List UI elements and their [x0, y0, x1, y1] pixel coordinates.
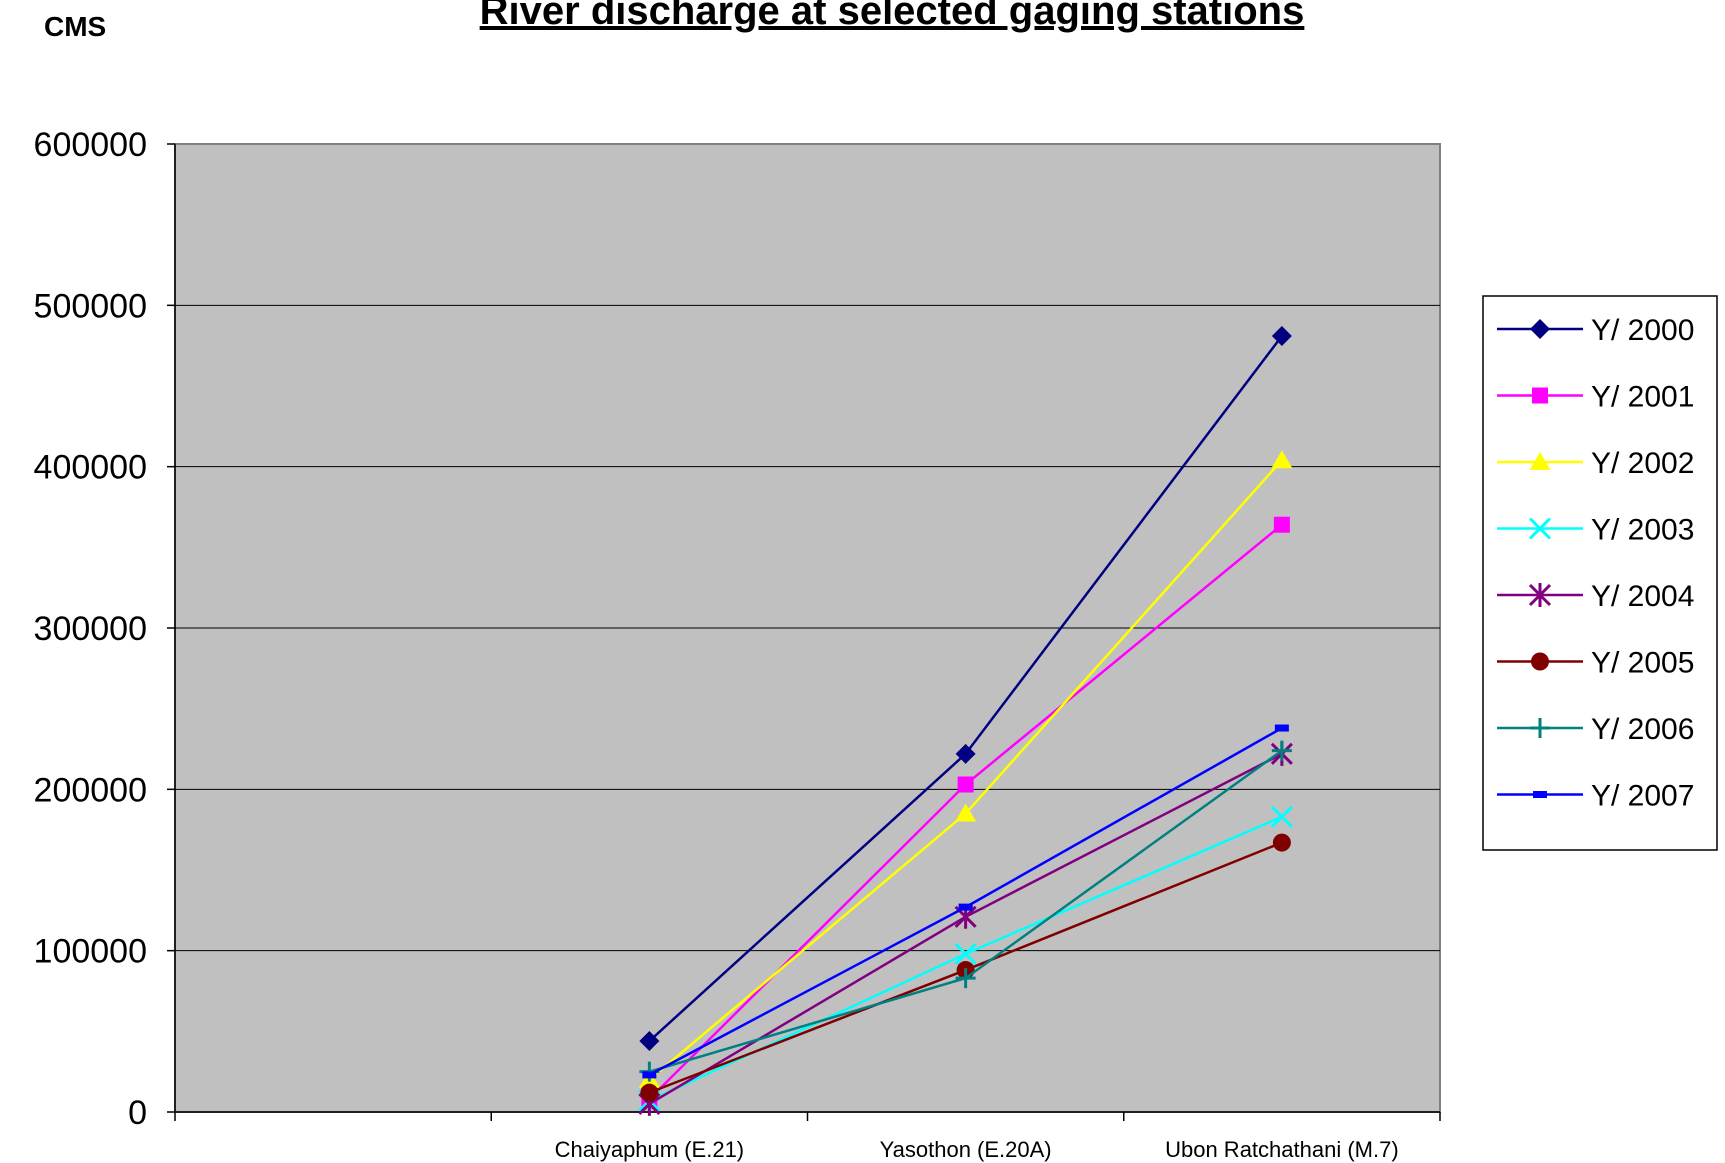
y-axis-ticks: 0 100000 200000 300000 400000 500000 600000: [34, 126, 175, 1132]
y-tick-label: 0: [128, 1094, 147, 1132]
legend-label: Y/ 2006: [1591, 713, 1694, 746]
x-tick-label: Ubon Ratchathani (M.7): [1165, 1137, 1399, 1162]
legend-label: Y/ 2007: [1591, 780, 1694, 813]
x-tick-label: Chaiyaphum (E.21): [555, 1137, 745, 1162]
chart-title: River discharge at selected gaging stati…: [480, 0, 1305, 33]
y-tick-label: 200000: [34, 771, 147, 809]
legend: Y/ 2000 Y/ 2001 Y/ 2002 Y/ 2003 Y/ 2004 Y/ 20…: [1483, 296, 1717, 850]
marker-circle: [1273, 834, 1291, 852]
y-tick-label: 100000: [34, 933, 147, 971]
legend-label: Y/ 2005: [1591, 647, 1694, 680]
legend-box: [1483, 296, 1717, 850]
marker-square: [1532, 388, 1548, 404]
y-tick-label: 300000: [34, 610, 147, 648]
x-tick-label: Yasothon (E.20A): [880, 1137, 1052, 1162]
marker-dash: [959, 904, 973, 911]
x-axis-ticks: Chaiyaphum (E.21) Yasothon (E.20A) Ubon Ra…: [175, 1112, 1440, 1162]
y-tick-label: 500000: [34, 287, 147, 325]
marker-square: [958, 776, 974, 792]
marker-dash: [1533, 791, 1547, 798]
legend-label: Y/ 2001: [1591, 381, 1694, 414]
legend-label: Y/ 2002: [1591, 447, 1694, 480]
marker-dash: [642, 1071, 656, 1078]
marker-circle: [1531, 653, 1549, 671]
y-tick-label: 400000: [34, 449, 147, 487]
marker-circle: [640, 1084, 658, 1102]
legend-label: Y/ 2003: [1591, 514, 1694, 547]
y-tick-label: 600000: [34, 126, 147, 164]
marker-dash: [1275, 725, 1289, 732]
legend-label: Y/ 2004: [1591, 580, 1694, 613]
legend-label: Y/ 2000: [1591, 314, 1694, 347]
marker-square: [1274, 517, 1290, 533]
y-axis-unit-label: CMS: [44, 11, 106, 42]
